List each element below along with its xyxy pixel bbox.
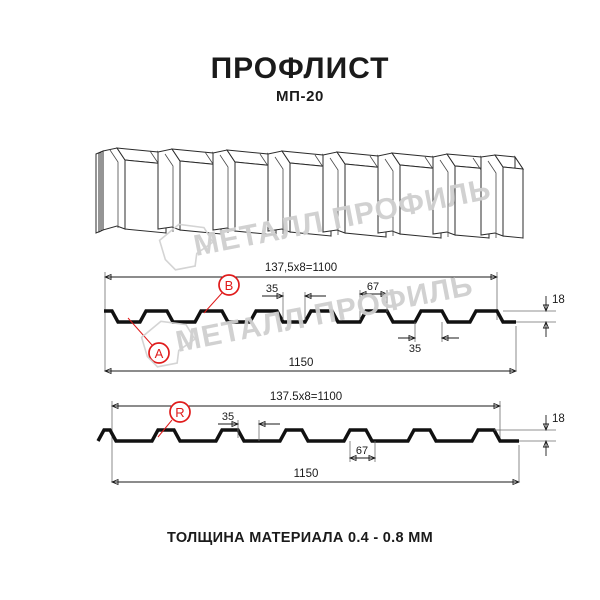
dimension-35-bottom: 35 — [218, 411, 280, 441]
dimension-height-18-top: 18 — [503, 294, 565, 337]
cross-section-bottom: 137.5x8=1100 18 35 — [96, 391, 565, 486]
marker-b-label: B — [225, 278, 234, 293]
dimension-bottom-label: 1150 — [294, 468, 319, 480]
dimension-height-label: 18 — [552, 294, 565, 306]
marker-a: A — [127, 317, 170, 364]
dimension-bottom-1150-bottom: 1150 — [110, 445, 521, 486]
dimension-bottom-1150-top: 1150 — [103, 326, 518, 375]
cross-section-top: 137,5x8=1100 18 35 — [103, 262, 565, 375]
dimension-height-18-bottom: 18 — [494, 413, 565, 456]
marker-a-label: A — [155, 346, 164, 361]
profile-outline-top — [104, 309, 516, 324]
marker-r-label: R — [175, 405, 184, 420]
page-title: ПРОФЛИСТ — [210, 52, 390, 85]
dimension-67-label: 67 — [367, 281, 379, 293]
dimension-height-label: 18 — [552, 413, 565, 425]
dimension-67-label: 67 — [356, 445, 368, 457]
dimension-35-top-left: 35 — [262, 283, 326, 320]
watermark-metal-profile-bottom: МЕТАЛЛ ПРОФИЛЬ — [140, 269, 476, 368]
dimension-top-label: 137.5x8=1100 — [270, 391, 342, 403]
dimension-35-top-right: 35 — [398, 322, 459, 355]
dimension-top-label: 137,5x8=1100 — [265, 262, 337, 274]
dimension-67-top: 67 — [358, 281, 389, 320]
dimension-top-1100: 137,5x8=1100 — [103, 262, 499, 371]
dimension-bottom-label: 1150 — [289, 357, 314, 369]
material-thickness-note: ТОЛЩИНА МАТЕРИАЛА 0.4 - 0.8 ММ — [167, 530, 433, 546]
dimension-35-label: 35 — [222, 411, 234, 423]
marker-b: B — [203, 274, 240, 314]
dimension-35-lower-label: 35 — [409, 343, 421, 355]
profile-outline-bottom — [96, 428, 519, 443]
dimension-35-label: 35 — [266, 283, 278, 295]
watermark-text: МЕТАЛЛ ПРОФИЛЬ — [173, 269, 476, 359]
marker-r: R — [157, 401, 191, 438]
corrugated-sheet-3d — [95, 147, 525, 239]
dimension-67-bottom: 67 — [348, 441, 377, 462]
product-model-label: МП-20 — [276, 88, 324, 105]
